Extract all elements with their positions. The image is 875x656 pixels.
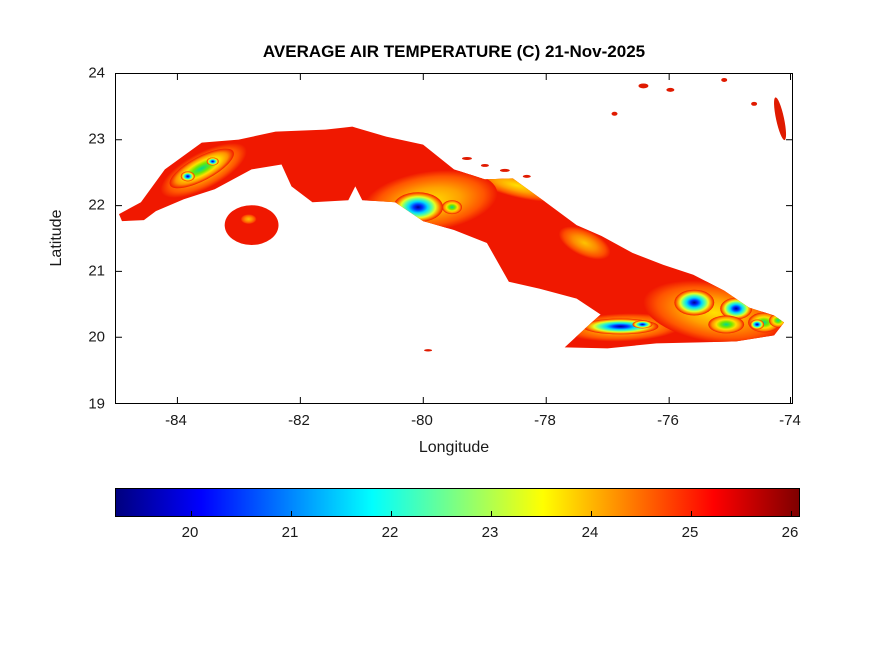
y-axis-label: Latitude: [48, 209, 65, 267]
colorbar-tick-label: 22: [381, 524, 399, 541]
x-tick-label: -82: [288, 412, 310, 429]
colorbar-tick-label: 23: [481, 524, 499, 541]
small-islands: [424, 77, 787, 352]
y-tick-label: 20: [88, 328, 105, 346]
colorbar-tick-label: 24: [581, 524, 599, 541]
x-tick-label: -74: [779, 412, 801, 429]
colorbar-tick: [591, 511, 592, 516]
y-tick-label: 19: [88, 395, 105, 413]
axis-ticks: [116, 74, 792, 403]
isla-warm-spot: [240, 214, 257, 225]
colorbar-tick: [691, 511, 692, 516]
x-tick-label: -80: [411, 412, 433, 429]
colorbar-tick: [391, 511, 392, 516]
x-tick-label: -78: [534, 412, 556, 429]
colorbar-tick: [791, 511, 792, 516]
plot-area: [115, 73, 793, 404]
colorbar-tick: [191, 511, 192, 516]
colorbar-tick-label: 20: [181, 524, 199, 541]
colorbar-tick: [291, 511, 292, 516]
isla-de-la-juventud: [224, 205, 279, 245]
y-tick-label: 21: [88, 262, 105, 280]
y-tick-label: 22: [88, 196, 105, 214]
cuba-landmass: [118, 126, 785, 349]
colorbar-tick-label: 25: [681, 524, 699, 541]
y-tick-label: 24: [88, 64, 105, 82]
y-tick-label: 23: [88, 130, 105, 148]
x-tick-label: -76: [657, 412, 679, 429]
colorbar-tick: [491, 511, 492, 516]
colorbar-tick-label: 26: [781, 524, 799, 541]
colorbar: [115, 488, 800, 517]
colorbar-tick-label: 21: [281, 524, 299, 541]
chart-title: AVERAGE AIR TEMPERATURE (C) 21-Nov-2025: [262, 42, 646, 61]
cuba-temperature-map: [116, 74, 792, 403]
x-tick-label: -84: [165, 412, 187, 429]
x-axis-label: Longitude: [418, 439, 490, 456]
